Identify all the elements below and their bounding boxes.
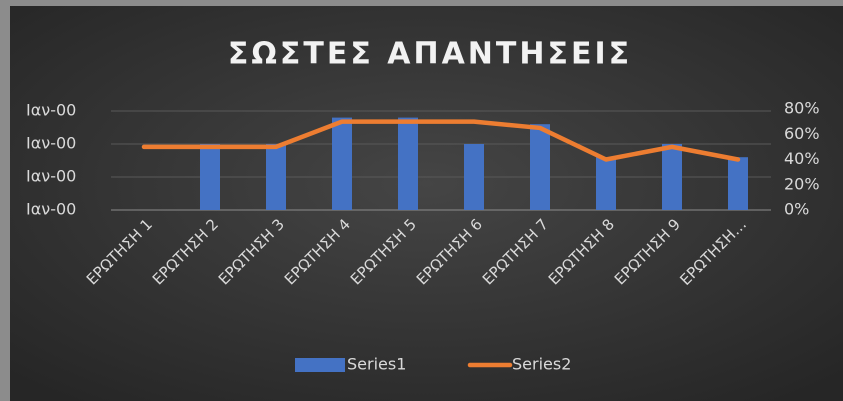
bar <box>662 144 682 210</box>
bar <box>464 144 484 210</box>
y2-tick-label: 40% <box>784 149 820 168</box>
chart-background <box>10 6 843 401</box>
line <box>141 119 741 162</box>
legend-swatch <box>295 358 345 372</box>
bar <box>728 157 748 210</box>
y-tick-label: Ιαν-00 <box>26 134 76 153</box>
bar <box>332 117 352 210</box>
y-tick-label: Ιαν-00 <box>26 200 76 219</box>
y2-tick-label: 80% <box>784 99 820 118</box>
y-tick-label: Ιαν-00 <box>26 167 76 186</box>
bar <box>596 157 616 210</box>
chart-title: ΣΩΣΤΕΣ ΑΠΑΝΤΗΣΕΙΣ <box>228 37 632 72</box>
bar <box>530 124 550 210</box>
bar <box>398 117 418 210</box>
legend-label: Series1 <box>347 355 406 374</box>
bar <box>266 144 286 210</box>
bar <box>200 144 220 210</box>
y2-tick-label: 0% <box>784 200 809 219</box>
y2-tick-label: 60% <box>784 124 820 143</box>
legend-label: Series2 <box>512 355 571 374</box>
y-tick-label: Ιαν-00 <box>26 101 76 120</box>
y2-tick-label: 20% <box>784 174 820 193</box>
